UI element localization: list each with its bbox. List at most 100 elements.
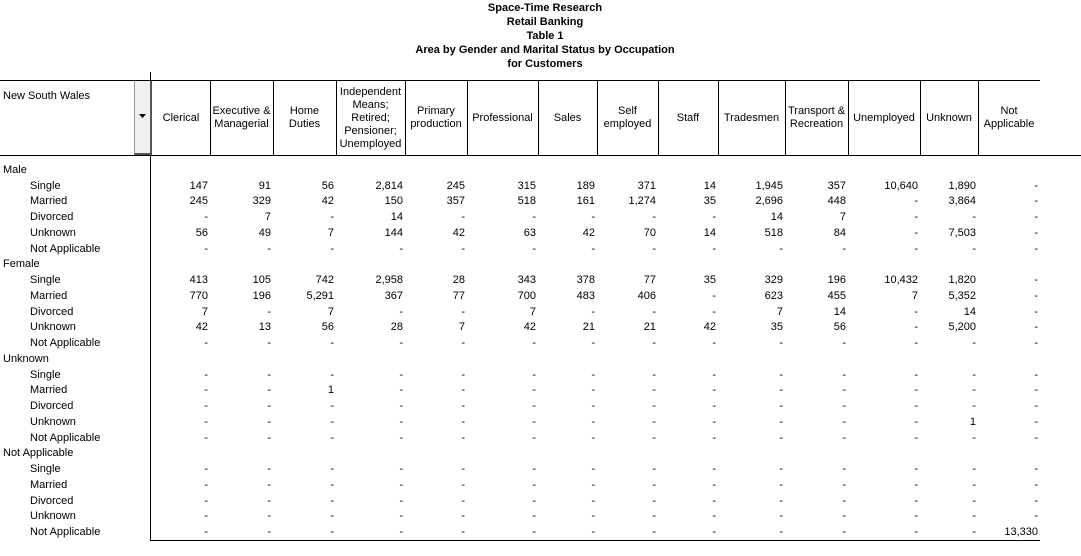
cell-value: - [461,431,465,444]
cell-value: - [267,463,271,476]
cell-value: - [461,415,465,428]
column-header: Executive & Managerial [210,81,273,155]
cell-value: 10,432 [884,274,918,287]
cell-value: - [461,337,465,350]
row-label: Married [30,289,68,302]
cell-value: 315 [517,179,536,192]
cell-value: - [532,211,536,224]
cell-value: - [842,384,846,397]
cell-value: 35 [703,274,716,287]
column-separator [597,80,598,155]
column-header-text: Primary production [410,105,462,130]
cell-value: - [1034,494,1038,507]
cell-value: 5,200 [948,321,976,334]
cell-value: - [204,242,208,255]
cell-value: 77 [452,289,465,302]
column-header: Professional [467,81,538,155]
title-line: Space-Time Research [487,2,603,14]
row-label: Divorced [30,400,74,413]
cell-value: - [461,494,465,507]
cell-value: - [591,415,595,428]
cell-value: - [532,384,536,397]
cell-value: - [1034,400,1038,413]
cell-value: - [330,463,334,476]
cell-value: 378 [576,274,595,287]
column-separator [658,80,659,155]
column-header-text: Staff [676,111,700,124]
cell-value: 35 [770,321,783,334]
cell-value: 21 [643,321,656,334]
cell-value: - [591,211,595,224]
cell-value: - [330,415,334,428]
cell-value: - [330,337,334,350]
cell-value: 329 [764,274,783,287]
cell-value: - [1034,478,1038,491]
cell-value: - [267,242,271,255]
column-header-text: Unknown [926,111,972,124]
cell-value: - [712,384,716,397]
cell-value: - [779,494,783,507]
cell-value: - [399,431,403,444]
cell-value: - [267,478,271,491]
cell-value: 63 [523,226,536,239]
cell-value: - [591,431,595,444]
header-bottom-border [0,155,1081,156]
cell-value: 147 [189,179,208,192]
cell-value: - [1034,321,1038,334]
cell-value: - [1034,463,1038,476]
cell-value: - [399,368,403,381]
cell-value: 13 [258,321,271,334]
row-label: Single [30,463,61,476]
cell-value: - [842,368,846,381]
cell-value: - [204,211,208,224]
column-header-text: Transport & Recreation [787,105,846,130]
cell-value: - [399,526,403,539]
cell-value: - [330,431,334,444]
cell-value: - [914,242,918,255]
title-line: Retail Banking [506,16,584,28]
cell-value: - [652,368,656,381]
cell-value: - [842,242,846,255]
cell-value: 2,696 [755,195,783,208]
column-separator [210,80,211,155]
cell-value: - [532,400,536,413]
column-header: Not Applicable [978,81,1040,155]
cell-value: - [461,305,465,318]
cell-value: - [652,242,656,255]
cell-value: - [1034,226,1038,239]
cell-value: 448 [827,195,846,208]
cell-value: - [652,305,656,318]
cell-value: - [914,321,918,334]
cell-value: 91 [258,179,271,192]
cell-value: - [267,526,271,539]
column-separator [718,80,719,155]
cell-value: 5,352 [948,289,976,302]
cell-value: 1,274 [628,195,656,208]
column-header: Unknown [920,81,978,155]
cell-value: - [399,384,403,397]
title-line: Table 1 [526,30,564,42]
cell-value: - [330,242,334,255]
row-label: Single [30,368,61,381]
column-separator [405,80,406,155]
cell-value: - [652,211,656,224]
dropdown-button[interactable] [134,81,152,155]
cell-value: - [399,463,403,476]
cell-value: 3,864 [948,195,976,208]
cell-value: - [1034,431,1038,444]
cell-value: - [712,337,716,350]
column-header-text: Home Duties [288,105,321,130]
cell-value: - [267,415,271,428]
cell-value: - [972,368,976,381]
cell-value: - [267,368,271,381]
cell-value: - [204,415,208,428]
column-header-text: Clerical [162,111,200,124]
cell-value: 10,640 [884,179,918,192]
cell-value: 14 [833,305,846,318]
cell-value: - [532,478,536,491]
cell-value: 7 [201,305,208,318]
cell-value: - [842,400,846,413]
cell-value: - [532,431,536,444]
cell-value: - [779,463,783,476]
column-separator [920,80,921,155]
